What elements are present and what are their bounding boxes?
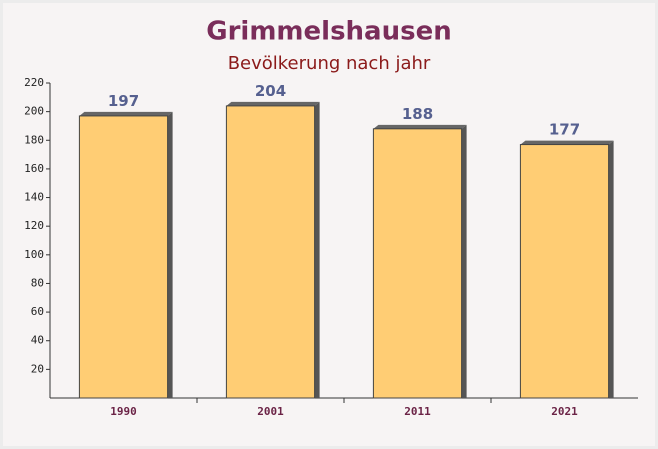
bar-side bbox=[314, 101, 320, 398]
y-tick-label: 60 bbox=[31, 305, 44, 318]
bar-top bbox=[226, 101, 320, 106]
y-tick-label: 120 bbox=[24, 219, 44, 232]
bar-side bbox=[608, 140, 614, 398]
chart-subtitle: Bevölkerung nach jahr bbox=[228, 53, 431, 74]
x-tick-label: 2011 bbox=[404, 405, 431, 418]
bar bbox=[78, 115, 169, 399]
y-tick-label: 180 bbox=[24, 133, 44, 146]
y-tick-label: 220 bbox=[24, 76, 44, 89]
y-tick-label: 20 bbox=[31, 362, 44, 375]
chart-title: Grimmelshausen bbox=[206, 17, 451, 47]
value-label: 177 bbox=[549, 121, 580, 139]
bar-top bbox=[520, 140, 614, 145]
x-tick-label: 2021 bbox=[551, 405, 578, 418]
bar bbox=[519, 144, 610, 399]
value-label: 204 bbox=[255, 82, 286, 100]
y-tick-label: 80 bbox=[31, 276, 44, 289]
x-tick-label: 2001 bbox=[257, 405, 284, 418]
bar bbox=[372, 128, 463, 399]
y-tick-label: 200 bbox=[24, 105, 44, 118]
x-tick-label: 1990 bbox=[110, 405, 137, 418]
y-tick-label: 100 bbox=[24, 248, 44, 261]
bar-top bbox=[79, 111, 173, 116]
value-label: 188 bbox=[402, 105, 433, 123]
y-tick-label: 40 bbox=[31, 334, 44, 347]
bar-side bbox=[461, 124, 467, 399]
bar-side bbox=[167, 111, 173, 398]
value-label: 197 bbox=[108, 92, 139, 110]
y-tick-label: 160 bbox=[24, 162, 44, 175]
bar-top bbox=[373, 124, 467, 129]
y-tick-label: 140 bbox=[24, 191, 44, 204]
bar bbox=[225, 105, 316, 399]
